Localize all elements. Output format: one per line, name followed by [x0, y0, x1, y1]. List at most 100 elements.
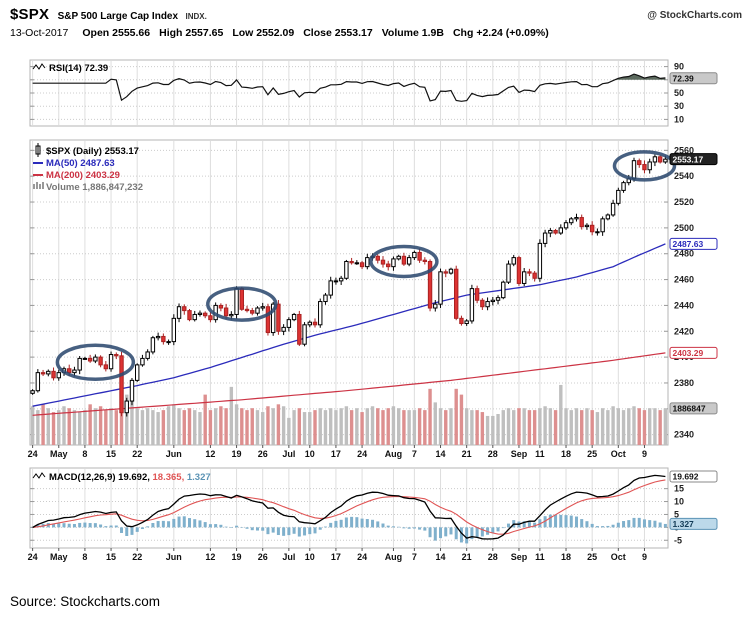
- macd-histogram-bar: [574, 516, 578, 528]
- volume-bars-icon: [33, 184, 35, 189]
- volume-bar: [491, 415, 495, 445]
- macd-histogram-bar: [433, 527, 437, 541]
- candle-body: [464, 320, 469, 325]
- macd-histogram-bar: [580, 519, 584, 528]
- candle-body: [532, 272, 537, 279]
- volume-bar: [281, 406, 286, 445]
- macd-histogram-bar: [282, 527, 286, 536]
- macd-histogram-bar: [93, 523, 97, 528]
- x-axis-label: Aug: [385, 449, 403, 459]
- macd-histogram-bar: [36, 525, 40, 528]
- macd-histogram-bar: [297, 527, 301, 537]
- candle-body: [574, 217, 579, 220]
- macd-histogram-bar: [423, 527, 427, 531]
- macd-histogram-bar: [418, 527, 422, 530]
- volume-bar: [83, 410, 87, 445]
- macd-histogram-bar: [287, 527, 291, 536]
- macd-histogram-bar: [454, 527, 458, 540]
- macd-histogram-bar: [292, 527, 296, 534]
- candle-body: [229, 313, 234, 317]
- candle-body: [77, 357, 82, 371]
- volume-bar: [203, 394, 207, 445]
- candle-body: [318, 301, 323, 326]
- volume-bars-icon: [39, 184, 41, 189]
- volume-bar: [449, 408, 453, 445]
- x-axis-label: 26: [258, 552, 268, 562]
- candle-body: [579, 217, 584, 228]
- quote-field-label: Close: [303, 27, 332, 39]
- volume-bar: [391, 406, 396, 445]
- volume-value-tag: 1886847: [673, 404, 706, 414]
- volume-bar: [219, 406, 223, 445]
- candle-body: [323, 294, 328, 303]
- macd-histogram-bar: [585, 521, 589, 528]
- candle-body: [469, 288, 475, 322]
- rsi-line: [32, 73, 666, 102]
- macd-histogram-bar: [459, 527, 463, 543]
- ma50-value-tag-box: [669, 237, 718, 250]
- candle-body: [454, 268, 459, 319]
- x-axis-label: 10: [305, 552, 315, 562]
- macd-histogram-bar: [135, 527, 139, 532]
- macd-histogram-bar: [104, 526, 108, 528]
- candle-body: [647, 161, 652, 171]
- volume-bar: [109, 408, 113, 445]
- candle-body: [67, 368, 72, 374]
- volume-bar: [496, 414, 500, 445]
- price-tick-label: 2420: [674, 326, 694, 336]
- macd-tick-label: 10: [674, 497, 684, 507]
- macd-histogram-bar: [182, 516, 186, 528]
- macd-histogram-bar: [543, 516, 547, 528]
- x-axis-label: Sep: [511, 552, 528, 562]
- candle-body: [474, 288, 480, 301]
- volume-bar: [313, 410, 317, 445]
- macd-histogram-bar: [569, 515, 573, 528]
- macd-histogram-bar: [355, 517, 359, 528]
- candle-body: [150, 337, 156, 353]
- candle-body: [255, 307, 260, 314]
- candle-body: [433, 303, 438, 309]
- volume-bar: [93, 408, 98, 445]
- x-axis-label: 19: [232, 449, 242, 459]
- exchange-label: INDX.: [185, 12, 207, 21]
- macd-histogram-bar: [465, 527, 469, 544]
- x-axis-label: Oct: [611, 449, 626, 459]
- candle-body: [35, 372, 41, 392]
- volume-bar: [166, 406, 171, 445]
- volume-bar: [198, 412, 202, 445]
- x-axis-label: 10: [305, 449, 315, 459]
- macd-histogram-bar: [538, 519, 542, 528]
- last-price-tag-box: [669, 153, 718, 166]
- volume-bar: [318, 408, 322, 445]
- x-axis-label: 14: [436, 449, 446, 459]
- candle-body: [223, 307, 229, 317]
- volume-bar: [62, 406, 66, 445]
- quote-field-value: 1.9B: [421, 27, 444, 39]
- candle-body: [119, 355, 124, 414]
- macd-histogram-bar: [72, 524, 76, 528]
- x-axis-label: 18: [561, 552, 571, 562]
- macd-histogram-bar: [491, 527, 495, 534]
- volume-bar: [36, 410, 40, 445]
- volume-bar: [67, 408, 71, 445]
- candle-body: [422, 259, 428, 262]
- volume-bar: [370, 406, 375, 445]
- candle-body: [375, 255, 380, 261]
- macd-histogram-bar: [564, 515, 568, 528]
- macd-histogram-bar: [622, 521, 626, 528]
- macd-histogram-bar: [214, 524, 218, 528]
- candle-body: [610, 202, 616, 216]
- macd-histogram-bar: [601, 526, 605, 528]
- macd-histogram-bar: [533, 522, 537, 528]
- candle-body: [192, 313, 197, 321]
- candle-body: [72, 369, 77, 374]
- macd-histogram-bar: [250, 527, 254, 531]
- x-axis-label: May: [50, 552, 68, 562]
- volume-bar: [360, 412, 364, 445]
- candle-body: [40, 372, 46, 375]
- macd-histogram-bar: [360, 518, 364, 528]
- last-price-tag: 2553.17: [673, 154, 704, 164]
- main-legend-symbol: $SPX (Daily) 2553.17: [46, 146, 139, 157]
- macd-histogram-bar: [595, 526, 599, 528]
